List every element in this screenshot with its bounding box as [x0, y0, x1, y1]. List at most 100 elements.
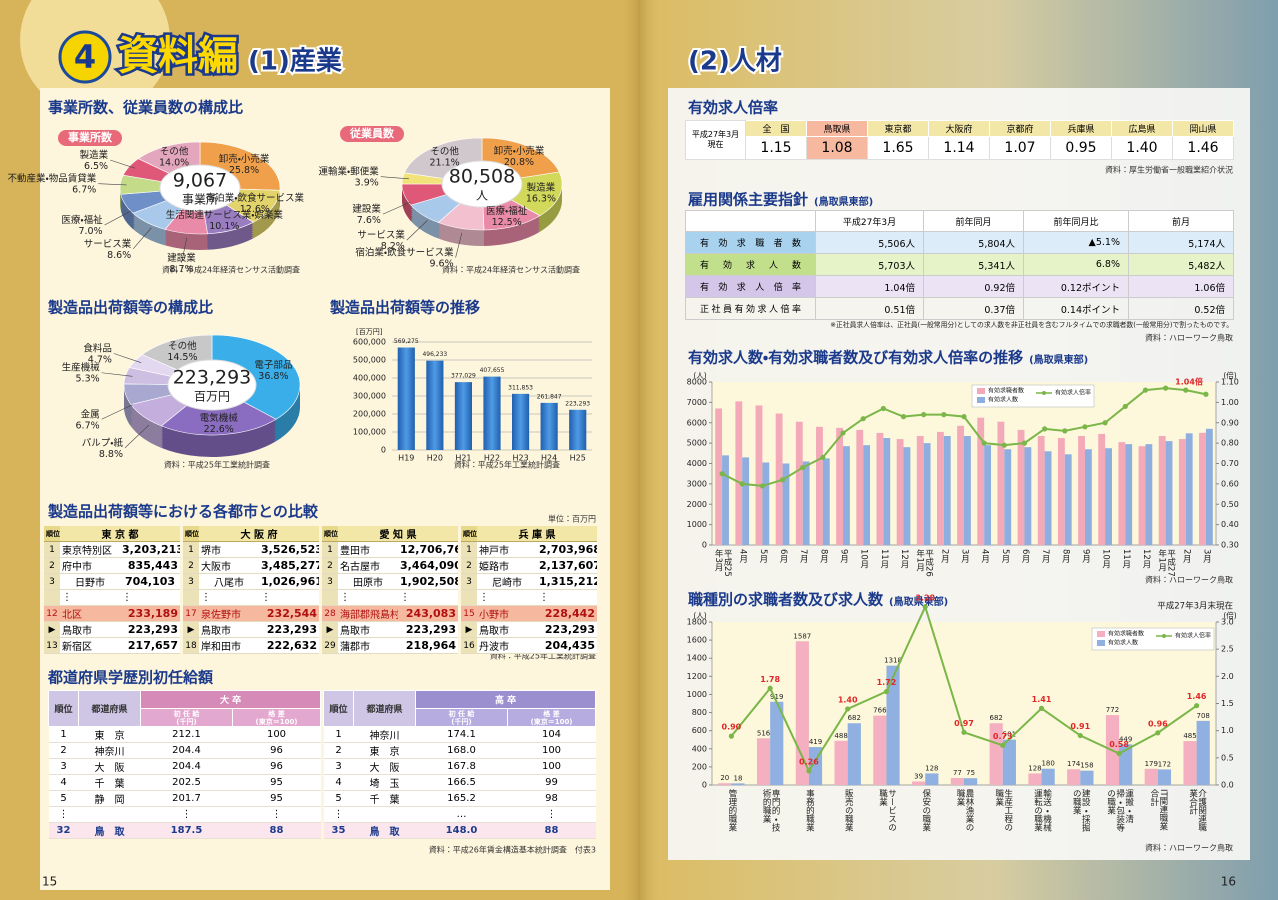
city-cell: 日野市 — [60, 573, 120, 590]
slice-category: 建設業 — [352, 203, 381, 215]
slice-category: 宿泊業・飲食サービス業 — [355, 246, 454, 258]
table-row: 3 田原市 1,902,508 — [322, 573, 458, 590]
x-tick-label: H19 — [398, 454, 414, 463]
x-tick-label: 4月 — [979, 549, 990, 563]
source-note: 資料：平成26年賃金構造基本統計調査 付表3 — [429, 845, 596, 855]
bar-value-label: 174 — [1067, 760, 1081, 768]
city-cell: 田原市 — [338, 573, 398, 590]
bar — [483, 376, 501, 450]
bar — [1205, 428, 1213, 545]
bar — [923, 443, 931, 545]
line-value-label: 1.41 — [1032, 695, 1052, 704]
line-marker — [1021, 440, 1028, 446]
prefecture-cell: 鳥 取 — [353, 822, 416, 839]
bar-value-label: 419 — [809, 738, 822, 746]
rank-cell: 32 — [48, 822, 79, 839]
leader-line — [101, 372, 133, 377]
bar — [1145, 444, 1153, 545]
x-tick-label: 輸送・機械運転の職業 — [1032, 789, 1052, 832]
salary-cell: ⋮ — [140, 806, 233, 823]
bar — [802, 461, 810, 545]
rank-cell: 12 — [44, 605, 60, 622]
value-cell: 223,293 — [259, 621, 319, 638]
legend-label: 有効求人倍率 — [1055, 389, 1091, 397]
group-header: 高 卒 — [414, 690, 597, 709]
city-cell: ⋮ — [199, 589, 259, 606]
slice-label: 卸売・小売業 25.8% — [219, 152, 270, 175]
city-cell: 尼崎市 — [477, 573, 537, 590]
rank-cell — [44, 589, 60, 606]
rank-cell: 2 — [322, 557, 338, 574]
line-marker — [767, 685, 773, 691]
line-marker — [820, 454, 826, 460]
y-tick-label: 400 — [692, 744, 707, 753]
section-title: 製造品出荷額等の推移 — [329, 299, 480, 317]
slice-label: 宿泊業・飲食サービス業 12.6% — [206, 192, 305, 215]
x-tick-label: 5月 — [999, 549, 1010, 563]
badge — [58, 130, 122, 146]
x-tick-label: 9月 — [1080, 549, 1091, 563]
bar — [957, 425, 964, 545]
header-row: 順位大 阪 府 — [183, 526, 319, 542]
line-marker — [845, 706, 851, 712]
value-cell: 223,293 — [537, 621, 597, 638]
section-title: 事業所数、従業員数の構成比 — [48, 99, 243, 117]
prefecture-cell: 東 京 — [78, 726, 141, 743]
bar — [1078, 435, 1085, 545]
source-note: 資料：ハローワーク鳥取 — [1145, 843, 1233, 853]
y-tick-label: 2000 — [687, 500, 707, 509]
bar — [715, 408, 723, 545]
slice-value: 14.5% — [167, 351, 197, 362]
rank-cell: 5 — [323, 790, 354, 807]
value-cell: 5,804人 — [923, 231, 1024, 254]
x-tick-label: 2月 — [939, 549, 950, 563]
y2-tick-label: 0.5 — [1221, 753, 1234, 762]
legend-label: 有効求人数 — [988, 396, 1018, 404]
x-tick-label: H21 — [455, 454, 471, 463]
line-marker — [1077, 732, 1083, 739]
bar-value-label: 128 — [925, 764, 938, 772]
table-row: ▶ 鳥取市 223,293 — [461, 621, 597, 638]
value-cell: ⋮ — [259, 589, 319, 606]
section-title: 都道府県学歴別初任給額 — [47, 669, 214, 687]
prefecture-name: 兵 庫 県 — [477, 526, 597, 542]
value-cell: ▲5.1% — [1023, 231, 1129, 254]
bar — [397, 347, 415, 450]
y-tick-label: 400,000 — [353, 374, 386, 383]
bar-value-label: 172 — [1158, 760, 1171, 768]
slice-category: 宿泊業・飲食サービス業 — [206, 192, 305, 204]
page-number: 15 — [42, 875, 57, 889]
table-row: 3 尼崎市 1,315,212 — [461, 573, 597, 590]
gap-header: 格 差 (東京＝100) — [231, 708, 322, 727]
header-row: 平成27年3月 前年同月 前年同月比 前月 — [685, 210, 1234, 232]
x-tick-label: H24 — [541, 454, 557, 463]
slice-value: 8.6% — [107, 249, 131, 260]
line-marker — [941, 412, 947, 418]
slice-value: 9.6% — [429, 258, 453, 269]
value-cell: ⋮ — [120, 589, 180, 606]
x-tick-label: IT関連職業合計 — [1148, 789, 1168, 831]
y-tick-label: 1000 — [687, 520, 707, 529]
gap-cell: ⋮ — [232, 806, 321, 823]
rank-header: 順位 — [323, 690, 354, 727]
y2-tick-label: 2.5 — [1221, 645, 1234, 654]
bar-value-label: 128 — [1028, 764, 1041, 772]
header-row: 順位愛 知 県 — [322, 526, 458, 542]
x-tick-label: 11月 — [878, 549, 889, 569]
value-cell: 217,657 — [120, 637, 180, 654]
rank-cell: ▶ — [44, 621, 60, 638]
rank-cell — [461, 589, 477, 606]
line-marker — [1183, 387, 1189, 393]
prefecture-cell: 千 葉 — [353, 790, 416, 807]
bar — [1064, 454, 1072, 545]
slice-value: 16.3% — [526, 193, 556, 204]
y2-tick-label: 1.10 — [1221, 378, 1239, 387]
bar — [1041, 768, 1055, 785]
rank-cell: 2 — [44, 557, 60, 574]
rank-cell: 2 — [48, 742, 79, 759]
center-value: 9,067 — [173, 170, 227, 192]
bar — [883, 438, 891, 545]
y-tick-label: 300,000 — [353, 392, 386, 401]
